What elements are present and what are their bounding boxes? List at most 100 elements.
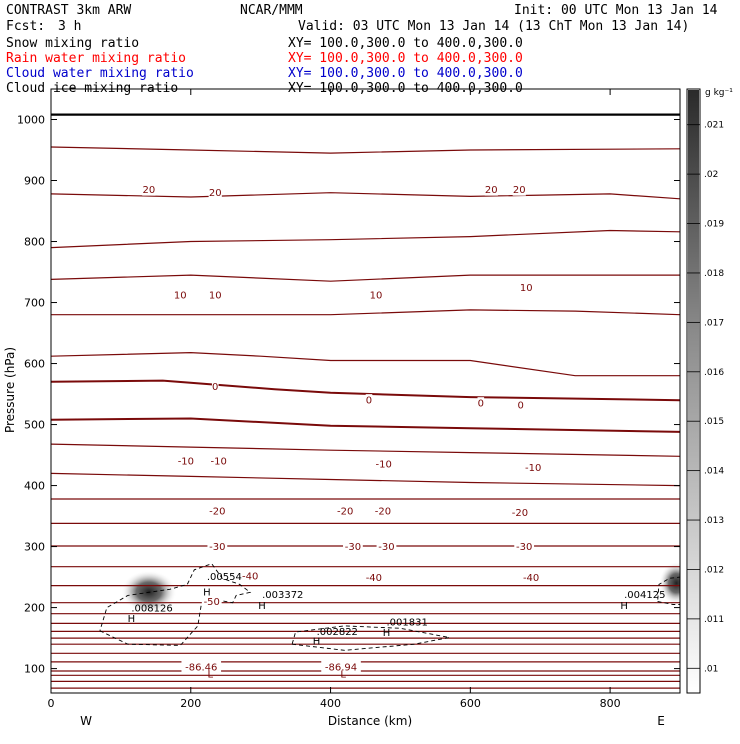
y-tick-label-1: 200: [24, 602, 45, 615]
model-title: CONTRAST 3km ARW: [6, 3, 131, 18]
temperature-contour-26: [51, 146, 680, 154]
cloud-ice-contour-1: [291, 625, 450, 651]
y-tick-label-4: 500: [24, 419, 45, 432]
contour-label-24: 10: [370, 291, 383, 302]
extremum-value-4: .001831: [386, 618, 427, 629]
contour-label-bg-1: [321, 660, 361, 673]
extremum-value-2: .003372: [262, 590, 303, 601]
contour-label-bg-19: [365, 394, 373, 407]
contour-label-bg-23: [208, 289, 222, 302]
colorbar-tick-label-10: .011: [704, 615, 724, 625]
field-1-name: Rain water mixing ratio: [6, 51, 186, 66]
contour-label-bg-7: [343, 540, 363, 553]
x-tick-label-1: 200: [180, 697, 201, 710]
colorbar-tick-label-11: .01: [704, 664, 718, 674]
colorbar-tick-label-7: .014: [704, 467, 724, 477]
temperature-contour-21: [51, 351, 680, 377]
contour-label-bg-17: [523, 461, 544, 474]
contour-label-bg-6: [207, 540, 228, 553]
contour-label-bg-13: [510, 506, 530, 519]
contour-label-bg-27: [208, 186, 222, 199]
contour-label-23: 10: [209, 291, 222, 302]
y-tick-label-2: 300: [24, 541, 45, 554]
extremum-value-3: .002822: [317, 627, 358, 638]
contour-label-19: 0: [366, 396, 372, 407]
y-axis-label: Pressure (hPa): [3, 347, 17, 433]
extremum-H-2: H: [128, 614, 136, 625]
temperature-contour-20: [51, 379, 680, 402]
contour-label-bg-8: [376, 540, 397, 553]
west-endpoint: W: [80, 714, 92, 728]
extremum-H-6: H: [383, 628, 391, 639]
y-tick-label-5: 600: [24, 358, 45, 371]
contour-label-0: -86.46: [185, 662, 217, 673]
extremum-H-7: H: [620, 601, 628, 612]
colorbar-tick-label-9: .012: [704, 565, 724, 575]
temperature-contour-22: [51, 309, 680, 316]
colorbar-tick-label-5: .016: [704, 368, 724, 378]
extremum-H-5: H: [313, 637, 321, 648]
extremum-H-3: H: [203, 588, 211, 599]
contour-label-14: -10: [178, 457, 194, 468]
contour-label-11: -20: [337, 507, 353, 518]
temperature-contour-23: [51, 274, 680, 282]
colorbar-tick-label-3: .018: [704, 269, 724, 279]
contour-label-1: -86.94: [325, 662, 357, 673]
contour-label-bg-2: [201, 595, 222, 608]
center-title: NCAR/MMM: [240, 3, 303, 18]
colorbar-title: g kg⁻¹: [705, 88, 733, 98]
x-tick-label-4: 800: [600, 697, 621, 710]
contour-label-2: -50: [204, 597, 220, 608]
contour-label-10: -20: [209, 507, 225, 518]
x-axis-label: Distance (km): [328, 714, 412, 728]
extremum-H-4: H: [258, 601, 266, 612]
contour-label-bg-24: [369, 289, 383, 302]
x-tick-label-0: 0: [48, 697, 55, 710]
field-2-name: Cloud water mixing ratio: [6, 66, 194, 81]
temperature-contour-17: [51, 472, 680, 487]
temperature-contour-25: [51, 192, 680, 200]
field-2-xy: XY= 100.0,300.0 to 400.0,300.0: [288, 66, 523, 81]
contour-label-bg-3: [240, 569, 261, 582]
contour-label-17: -10: [525, 463, 541, 474]
contour-label-bg-18: [211, 380, 219, 393]
contour-label-bg-4: [363, 571, 384, 584]
y-tick-label-9: 1000: [17, 114, 45, 127]
contour-label-4: -40: [366, 573, 382, 584]
colorbar-tick-label-8: .013: [704, 516, 724, 526]
field-1-xy: XY= 100.0,300.0 to 400.0,300.0: [288, 51, 523, 66]
contour-label-bg-28: [484, 183, 498, 196]
colorbar-tick-label-2: .019: [704, 220, 724, 230]
contour-label-28: 20: [485, 185, 498, 196]
x-tick-label-3: 600: [460, 697, 481, 710]
init-time: Init: 00 UTC Mon 13 Jan 14: [514, 3, 718, 18]
contour-label-bg-11: [335, 505, 356, 518]
y-tick-label-7: 800: [24, 236, 45, 249]
contour-label-6: -30: [209, 542, 225, 553]
extremum-L-0: L: [208, 669, 214, 680]
plot-frame: [50, 88, 681, 694]
temperature-contour-24: [51, 229, 680, 249]
fcst-label: Fcst:: [6, 19, 45, 34]
contour-label-29: 20: [513, 185, 526, 196]
contour-label-bg-5: [521, 571, 542, 584]
contour-label-5: -40: [523, 573, 539, 584]
contour-label-21: 0: [517, 401, 523, 412]
contour-label-9: -30: [516, 542, 532, 553]
field-0-name: Snow mixing ratio: [6, 36, 139, 51]
contour-label-bg-21: [517, 399, 524, 412]
contour-label-22: 10: [174, 291, 187, 302]
contour-label-20: 0: [478, 399, 484, 410]
valid-time: Valid: 03 UTC Mon 13 Jan 14 (13 ChT Mon …: [298, 19, 689, 34]
y-tick-label-6: 700: [24, 297, 45, 310]
contour-label-bg-0: [181, 660, 222, 673]
contour-label-bg-26: [142, 183, 156, 196]
colorbar-tick-label-1: .02: [704, 170, 718, 180]
colorbar-fill: [688, 90, 699, 692]
extremum-value-5: .004125: [624, 590, 665, 601]
contour-label-bg-16: [373, 458, 394, 471]
east-endpoint: E: [657, 714, 665, 728]
temperature-contour-18: [51, 443, 680, 457]
